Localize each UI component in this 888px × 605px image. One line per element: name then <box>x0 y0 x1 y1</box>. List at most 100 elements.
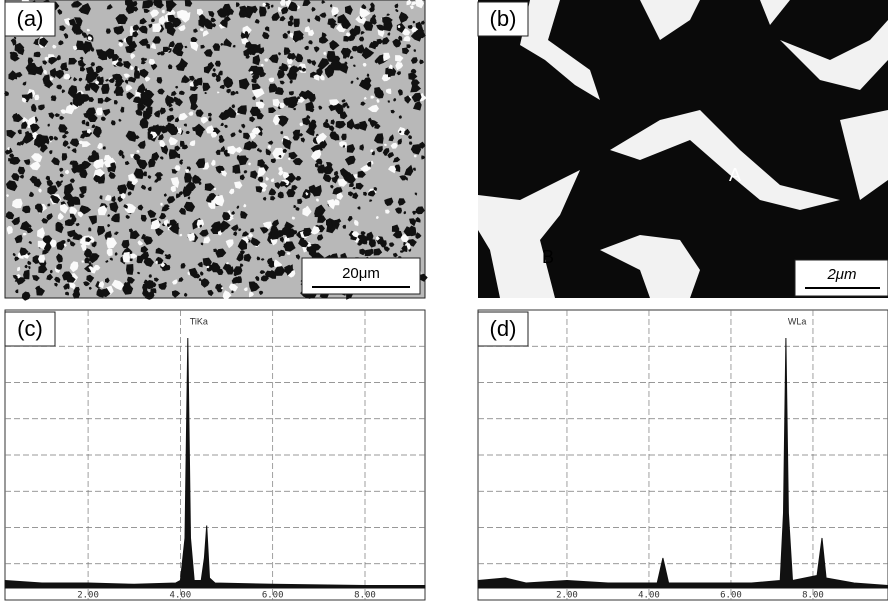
grain <box>120 192 126 200</box>
grain <box>413 101 422 111</box>
grain <box>303 227 314 237</box>
grain <box>38 188 42 193</box>
grain <box>230 224 239 231</box>
grain <box>130 53 136 60</box>
grain <box>152 36 161 44</box>
grain <box>56 253 63 263</box>
grain <box>277 250 283 256</box>
grain <box>315 135 324 144</box>
label-box <box>4 311 56 347</box>
grain <box>278 116 288 127</box>
grain <box>404 164 414 176</box>
grain <box>180 262 186 269</box>
grain <box>278 52 282 56</box>
grain <box>371 150 375 156</box>
grain-texture <box>4 0 428 301</box>
grain <box>30 105 37 113</box>
grain <box>360 101 366 106</box>
grain <box>58 40 64 46</box>
grain <box>415 217 421 223</box>
grain <box>42 60 48 65</box>
grain <box>126 264 134 275</box>
grain <box>330 23 336 29</box>
scale-bar-label: 20μm <box>342 265 380 282</box>
grain <box>120 106 125 113</box>
grain <box>383 52 391 62</box>
grain <box>17 129 22 135</box>
grain <box>275 87 284 95</box>
grain <box>336 192 344 200</box>
grain <box>46 273 54 281</box>
x-tick-label: 8.00 <box>354 591 376 601</box>
grain <box>245 41 252 49</box>
grain <box>99 195 103 200</box>
grain <box>258 71 267 78</box>
grain <box>74 17 83 27</box>
grain <box>292 230 298 235</box>
grain <box>75 28 84 35</box>
x-tick-label: 6.00 <box>720 591 742 601</box>
grain <box>270 196 276 201</box>
grain <box>35 203 43 211</box>
grain <box>264 270 274 278</box>
grain <box>334 170 339 176</box>
grain <box>342 144 346 148</box>
grain <box>181 12 191 23</box>
grain <box>315 198 319 202</box>
grain <box>272 147 286 160</box>
grain <box>173 224 180 233</box>
grain <box>150 288 157 294</box>
grain <box>58 124 68 133</box>
grain <box>178 24 186 32</box>
grain <box>64 219 75 226</box>
grain <box>262 2 267 7</box>
binder-region <box>780 20 888 90</box>
grain <box>108 171 116 179</box>
grain <box>79 186 87 195</box>
grain <box>357 242 363 246</box>
grain <box>311 185 322 197</box>
grain <box>355 182 364 190</box>
grain <box>198 17 205 28</box>
grain <box>291 185 298 191</box>
grain <box>347 34 356 42</box>
grain <box>359 144 364 151</box>
grain <box>59 116 65 120</box>
grain <box>324 66 335 79</box>
grain <box>407 239 414 244</box>
grain <box>359 7 371 18</box>
grain <box>392 231 403 239</box>
grain <box>81 141 91 148</box>
grain <box>399 175 408 181</box>
grain <box>79 169 88 179</box>
grain <box>286 189 296 198</box>
grain <box>125 130 137 142</box>
grain <box>114 252 118 256</box>
binder-region <box>840 110 888 200</box>
grain <box>121 154 125 159</box>
grain <box>167 96 175 104</box>
grain <box>363 191 368 196</box>
grain <box>185 130 190 134</box>
grain <box>359 248 367 256</box>
grain <box>155 247 165 255</box>
grain <box>160 145 169 155</box>
grain <box>115 14 128 25</box>
grain <box>212 23 217 28</box>
grain <box>106 4 113 10</box>
grain <box>307 59 312 64</box>
grain <box>331 6 339 17</box>
grain <box>397 127 407 135</box>
grain <box>207 61 215 70</box>
grain <box>242 25 252 36</box>
grain <box>413 154 417 158</box>
grain <box>334 174 340 180</box>
grain <box>225 239 234 249</box>
grain <box>27 266 31 270</box>
grain <box>314 204 326 217</box>
grain <box>219 134 224 140</box>
grain <box>64 103 75 115</box>
grain <box>71 148 77 154</box>
grain <box>307 18 311 23</box>
grain <box>137 140 146 149</box>
